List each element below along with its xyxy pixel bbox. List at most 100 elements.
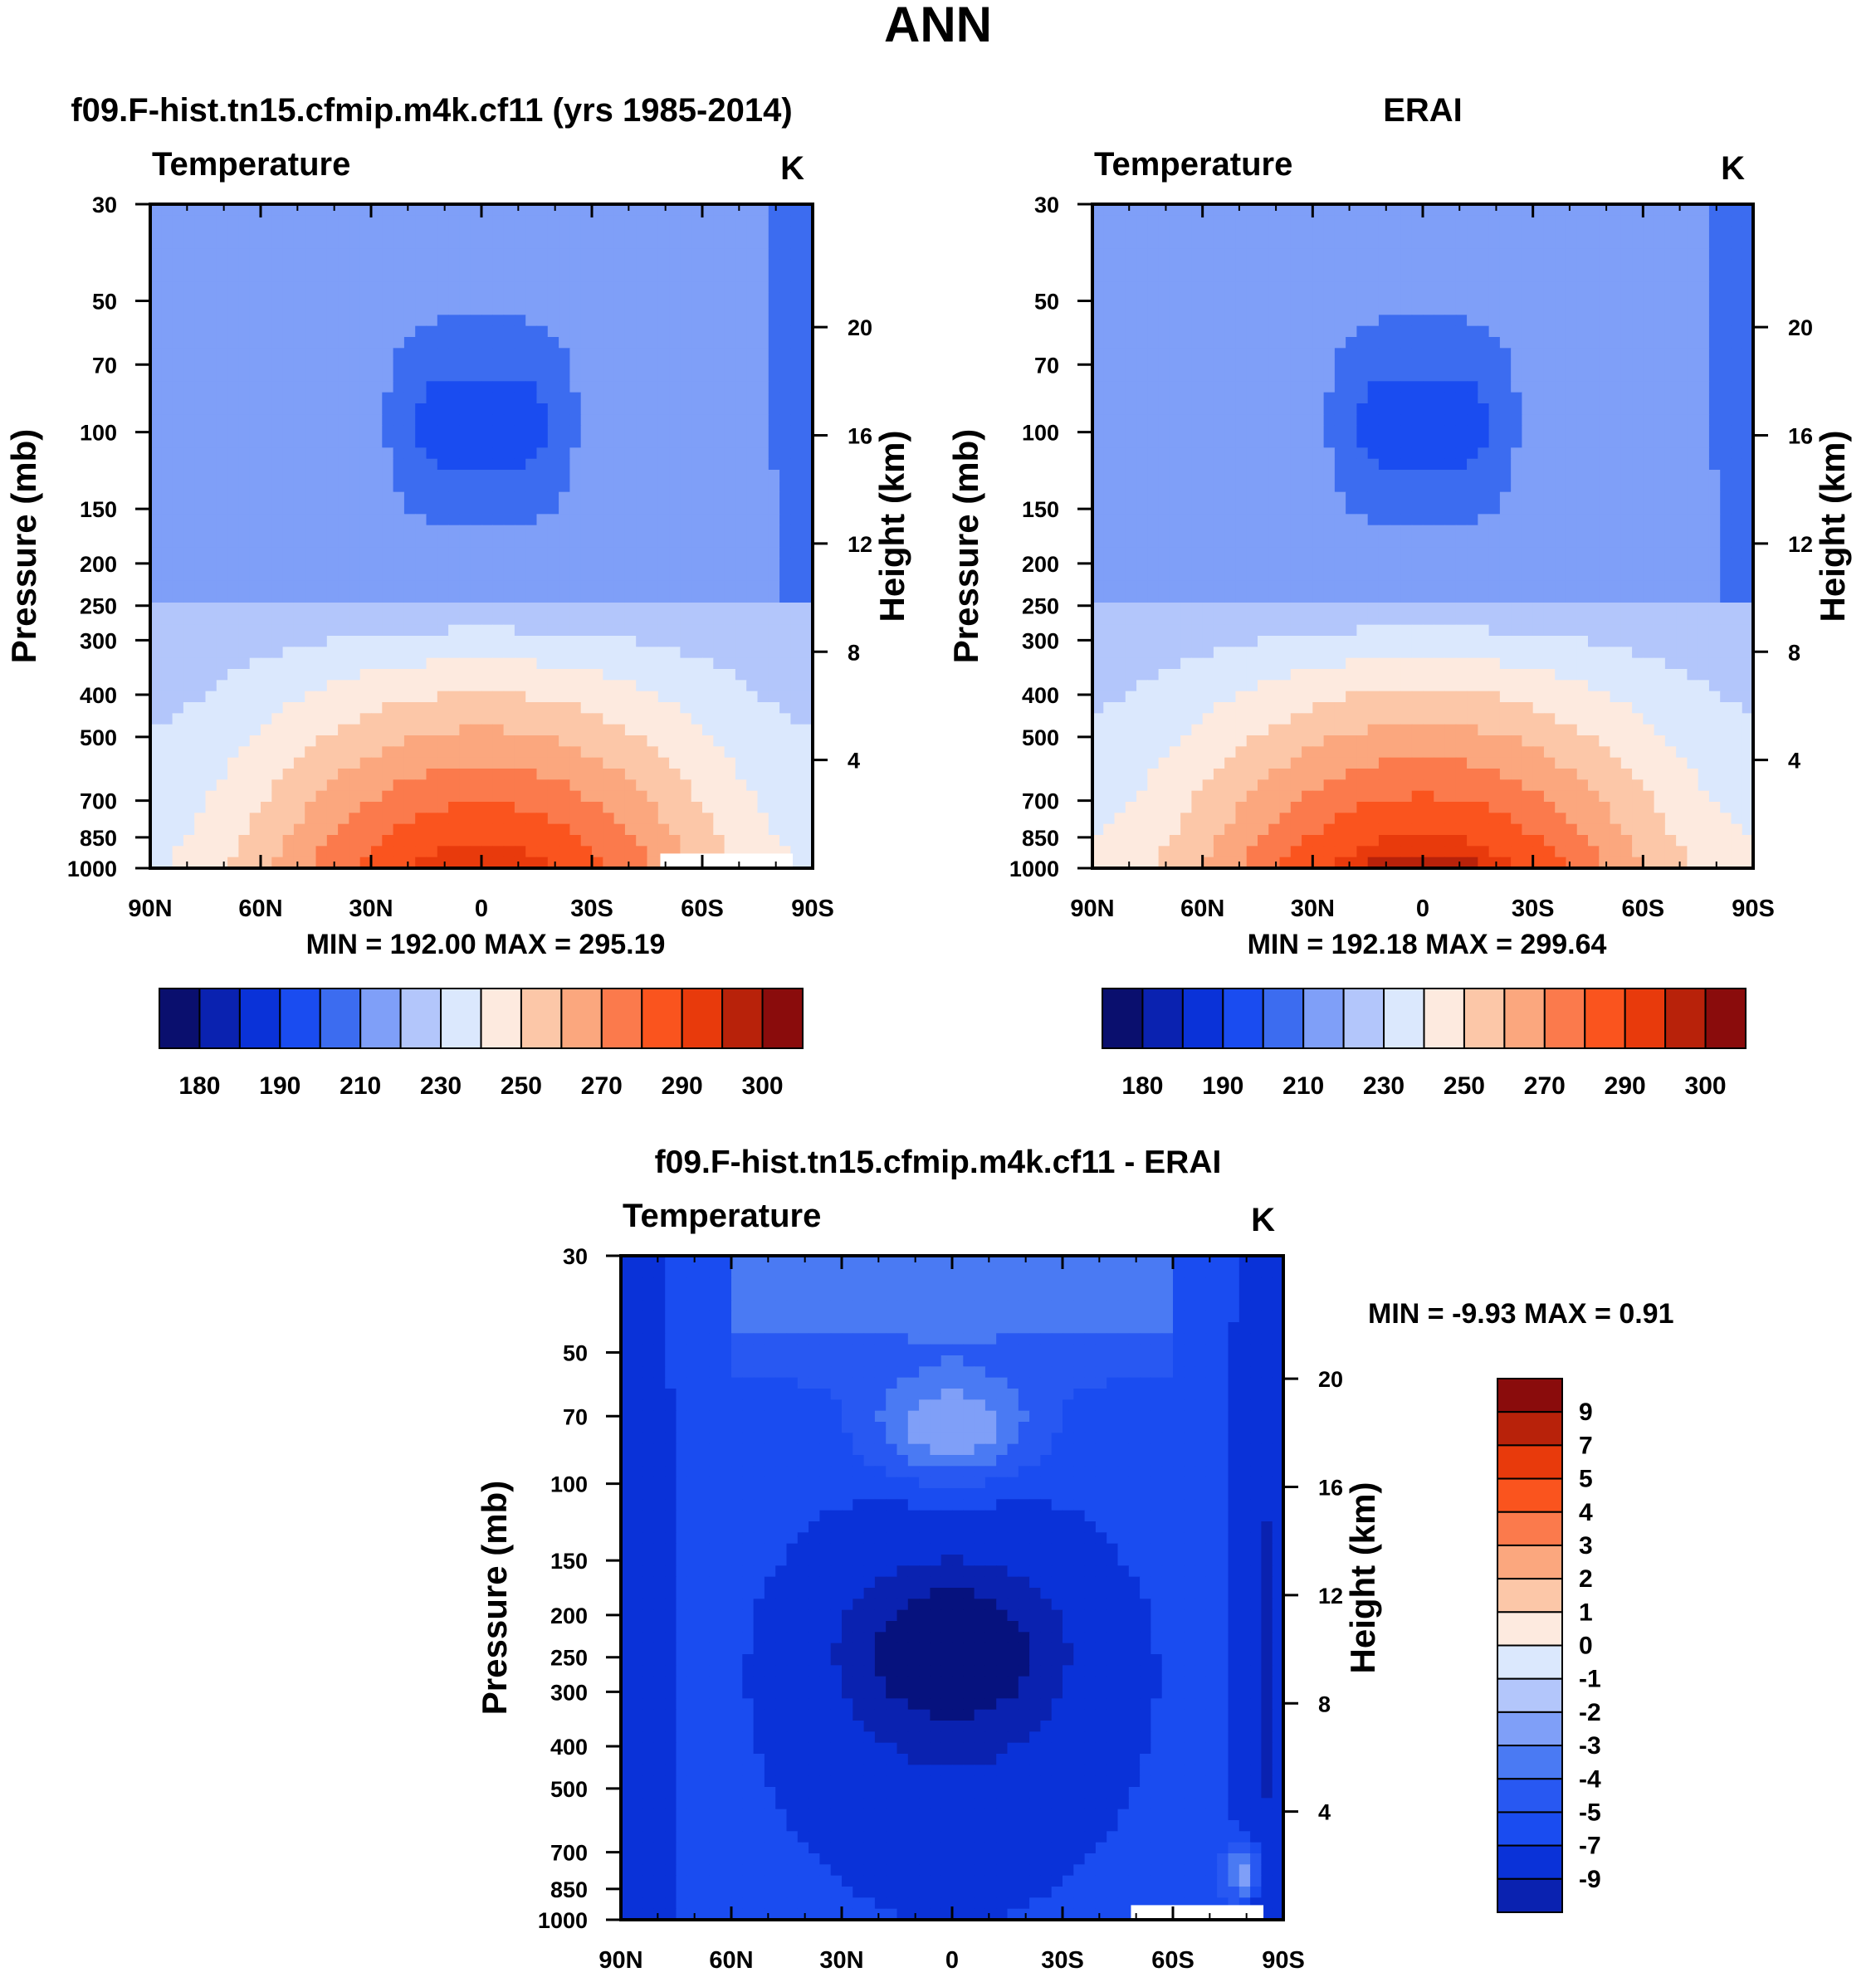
contour-cell: [1566, 348, 1577, 359]
contour-cell: [217, 348, 228, 359]
contour-cell: [1291, 227, 1302, 238]
contour-field: [150, 204, 813, 869]
contour-cell: [459, 547, 471, 559]
contour-cell: [1610, 281, 1622, 293]
contour-cell: [382, 547, 393, 559]
contour-cell: [382, 669, 393, 681]
contour-cell: [680, 459, 691, 471]
contour-cell: [735, 680, 747, 691]
contour-cell: [1610, 204, 1622, 216]
contour-cell: [271, 414, 283, 426]
contour-cell: [261, 559, 272, 570]
contour-cell: [1577, 315, 1589, 326]
contour-cell: [1147, 237, 1159, 249]
contour-cell: [779, 481, 791, 492]
contour-cell: [283, 592, 295, 603]
contour-cell: [504, 348, 515, 359]
contour-cell: [1191, 337, 1203, 349]
contour-cell: [150, 735, 162, 747]
contour-cell: [1191, 348, 1203, 359]
contour-cell: [1599, 293, 1610, 305]
contour-cell: [691, 625, 703, 637]
contour-cell: [779, 536, 791, 548]
contour-cell: [1500, 293, 1512, 305]
contour-cell: [448, 414, 460, 426]
contour-cell: [625, 481, 637, 492]
contour-cell: [1423, 271, 1434, 282]
contour-cell: [349, 459, 360, 471]
contour-cell: [404, 426, 416, 437]
contour-cell: [238, 824, 250, 836]
contour-cell: [173, 613, 184, 625]
contour-cell: [1599, 271, 1610, 282]
contour-cell: [1324, 260, 1336, 271]
contour-cell: [1577, 326, 1589, 338]
contour-cell: [382, 769, 393, 780]
contour-cell: [1368, 215, 1380, 227]
contour-cell: [746, 348, 758, 359]
contour-cell: [713, 503, 725, 515]
contour-cell: [327, 691, 339, 703]
contour-cell: [371, 370, 383, 382]
contour-cell: [1610, 315, 1622, 326]
contour-cell: [150, 304, 162, 315]
contour-cell: [327, 592, 339, 603]
contour-cell: [206, 293, 217, 305]
contour-cell: [1214, 426, 1225, 437]
contour-cell: [559, 281, 570, 293]
contour-cell: [1092, 237, 1104, 249]
contour-cell: [206, 481, 217, 492]
contour-cell: [283, 426, 295, 437]
contour-cell: [1280, 260, 1292, 271]
contour-cell: [471, 791, 482, 803]
contour-cell: [183, 470, 195, 481]
contour-cell: [459, 691, 471, 703]
contour-cell: [1423, 315, 1434, 326]
contour-cell: [327, 680, 339, 691]
contour-cell: [393, 359, 405, 371]
contour-cell: [581, 791, 593, 803]
contour-cell: [569, 326, 581, 338]
contour-cell: [758, 215, 769, 227]
contour-cell: [371, 592, 383, 603]
contour-cell: [371, 547, 383, 559]
contour-cell: [1522, 304, 1533, 315]
contour-cell: [150, 525, 162, 537]
contour-cell: [779, 381, 791, 393]
contour-cell: [758, 813, 769, 824]
contour-cell: [1676, 348, 1688, 359]
contour-cell: [415, 337, 427, 349]
contour-cell: [427, 481, 438, 492]
contour-cell: [360, 459, 372, 471]
contour-cell: [636, 470, 647, 481]
contour-cell: [161, 359, 173, 371]
contour-cell: [382, 680, 393, 691]
contour-cell: [1687, 393, 1698, 404]
contour-cell: [592, 227, 603, 238]
contour-cell: [525, 813, 537, 824]
contour-cell: [581, 779, 593, 791]
contour-cell: [327, 769, 339, 780]
contour-cell: [415, 271, 427, 282]
contour-cell: [559, 802, 570, 813]
contour-cell: [713, 802, 725, 813]
contour-cell: [338, 769, 349, 780]
contour-cell: [371, 426, 383, 437]
contour-cell: [537, 315, 549, 326]
contour-cell: [569, 370, 581, 382]
contour-cell: [217, 746, 228, 758]
contour-cell: [515, 592, 526, 603]
contour-cell: [603, 337, 614, 349]
contour-cell: [448, 779, 460, 791]
contour-cell: [194, 592, 206, 603]
contour-cell: [581, 260, 593, 271]
contour-cell: [382, 481, 393, 492]
contour-cell: [183, 437, 195, 448]
contour-cell: [1588, 381, 1600, 393]
contour-cell: [1291, 204, 1302, 216]
contour-cell: [217, 669, 228, 681]
contour-cell: [1511, 403, 1522, 415]
contour-cell: [1368, 271, 1380, 282]
contour-cell: [371, 746, 383, 758]
contour-cell: [415, 835, 427, 847]
